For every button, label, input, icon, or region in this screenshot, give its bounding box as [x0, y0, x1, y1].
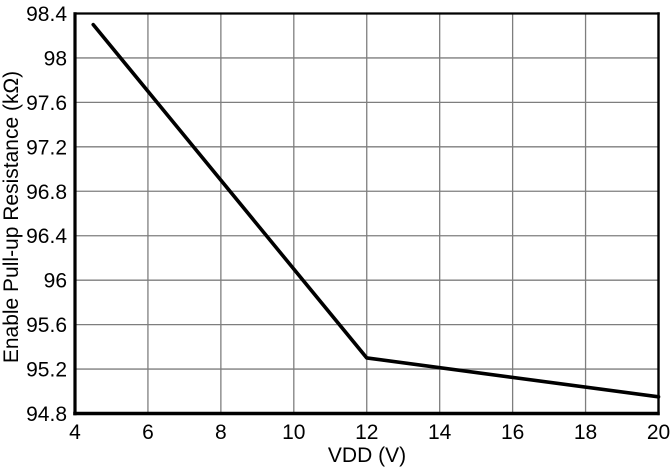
y-tick-label: 97.6	[26, 92, 67, 115]
y-tick-label: 98	[44, 47, 67, 70]
y-tick-label: 96.4	[26, 225, 67, 248]
y-tick-label: 95.2	[26, 359, 67, 382]
x-tick-label: 6	[142, 421, 154, 444]
y-axis-title: Enable Pull-up Resistance (kΩ)	[0, 70, 23, 364]
y-tick-label: 96	[44, 270, 67, 293]
x-tick-label: 8	[215, 421, 227, 444]
y-tick-label: 98.4	[26, 3, 67, 26]
series-line	[91, 22, 661, 399]
y-tick-label: 94.8	[26, 403, 67, 426]
x-axis-title: VDD (V)	[327, 444, 407, 467]
x-tick-label: 16	[501, 421, 524, 444]
y-tick-label: 97.2	[26, 136, 67, 159]
x-tick-label: 4	[69, 421, 81, 444]
x-tick-label: 12	[355, 421, 378, 444]
x-tick-label: 10	[282, 421, 305, 444]
x-tick-label: 14	[428, 421, 452, 444]
y-tick-label: 96.8	[26, 181, 67, 204]
x-tick-label: 18	[574, 421, 597, 444]
y-tick-label: 95.6	[26, 314, 67, 337]
x-tick-label: 20	[647, 421, 670, 444]
